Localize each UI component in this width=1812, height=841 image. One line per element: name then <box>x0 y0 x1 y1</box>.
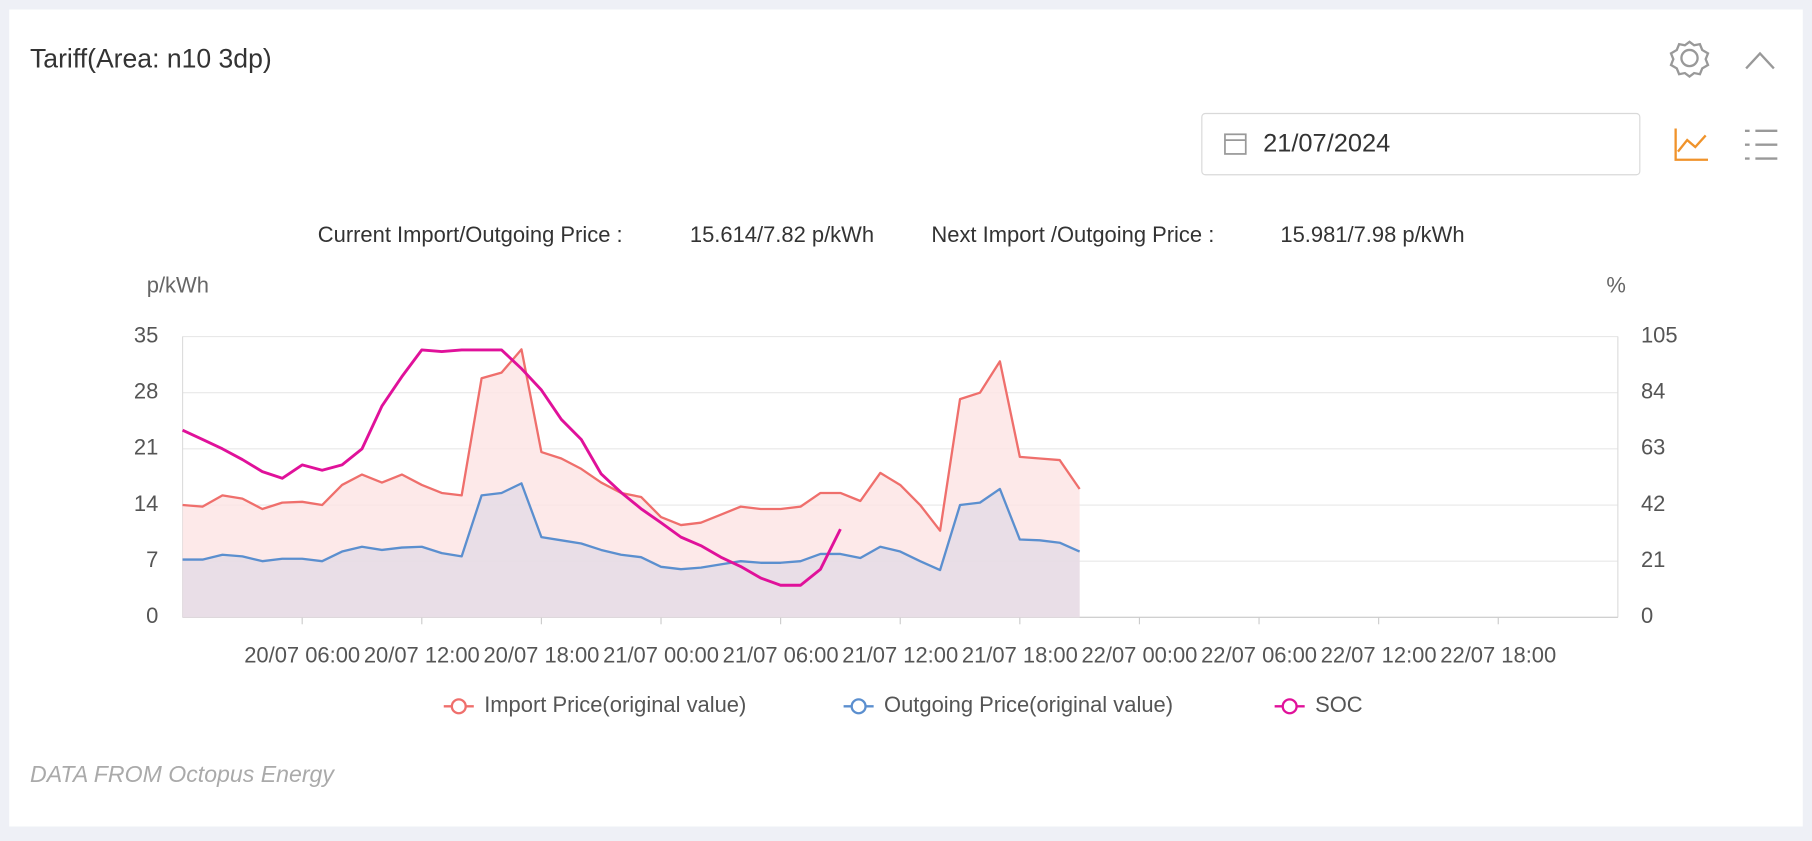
collapse-icon[interactable] <box>1745 51 1775 70</box>
x-tick-label: 21/07 06:00 <box>723 642 839 667</box>
legend-label: Outgoing Price(original value) <box>884 692 1173 717</box>
y-tick-label: 7 <box>146 547 158 572</box>
date-picker[interactable]: 21/07/2024 <box>1201 112 1641 176</box>
x-tick-label: 20/07 12:00 <box>364 642 480 667</box>
y2-tick-label: 21 <box>1641 547 1665 572</box>
x-tick-label: 20/07 18:00 <box>483 642 599 667</box>
legend-item[interactable]: Import Price(original value) <box>443 692 747 717</box>
y2-tick-label: 42 <box>1641 491 1665 516</box>
y2-tick-label: 84 <box>1641 378 1665 403</box>
x-tick-label: 21/07 00:00 <box>603 642 719 667</box>
x-tick-label: 22/07 06:00 <box>1201 642 1317 667</box>
y-tick-label: 14 <box>134 491 158 516</box>
x-tick-label: 21/07 18:00 <box>962 642 1078 667</box>
y-axis-unit: p/kWh <box>147 273 209 298</box>
legend-label: SOC <box>1315 692 1363 717</box>
y-tick-label: 0 <box>146 603 158 628</box>
series-line <box>182 482 1081 572</box>
legend-marker <box>450 698 467 715</box>
y2-axis-unit: % <box>1606 273 1626 298</box>
data-source: DATA FROM Octopus Energy <box>30 761 335 787</box>
next-price-label: Next Import /Outgoing Price : <box>931 222 1214 247</box>
chart-view-icon[interactable] <box>1674 128 1708 161</box>
legend-marker <box>850 698 867 715</box>
legend-marker <box>1281 698 1298 715</box>
y-tick-label: 35 <box>134 322 158 347</box>
list-view-icon[interactable] <box>1744 129 1778 160</box>
next-price-value: 15.981/7.98 p/kWh <box>1280 222 1464 247</box>
series-line <box>181 348 842 587</box>
x-tick-label: 22/07 12:00 <box>1321 642 1437 667</box>
y-tick-label: 28 <box>134 378 158 403</box>
legend-item[interactable]: Outgoing Price(original value) <box>843 692 1173 717</box>
card-title: Tariff(Area: n10 3dp) <box>30 43 272 73</box>
legend-label: Import Price(original value) <box>484 692 746 717</box>
series-line <box>182 348 1081 532</box>
y2-tick-label: 105 <box>1641 322 1678 347</box>
y2-tick-label: 0 <box>1641 603 1653 628</box>
date-value: 21/07/2024 <box>1263 129 1390 157</box>
x-tick-label: 21/07 12:00 <box>842 642 958 667</box>
settings-icon[interactable] <box>1669 40 1710 78</box>
current-price-label: Current Import/Outgoing Price : <box>318 222 623 247</box>
series-area <box>182 483 1080 618</box>
x-tick-label: 22/07 18:00 <box>1440 642 1556 667</box>
y-tick-label: 21 <box>134 435 158 460</box>
y2-tick-label: 63 <box>1641 435 1665 460</box>
x-tick-label: 20/07 06:00 <box>244 642 360 667</box>
x-tick-label: 22/07 00:00 <box>1081 642 1197 667</box>
current-price-value: 15.614/7.82 p/kWh <box>690 222 874 247</box>
legend-item[interactable]: SOC <box>1274 692 1363 717</box>
